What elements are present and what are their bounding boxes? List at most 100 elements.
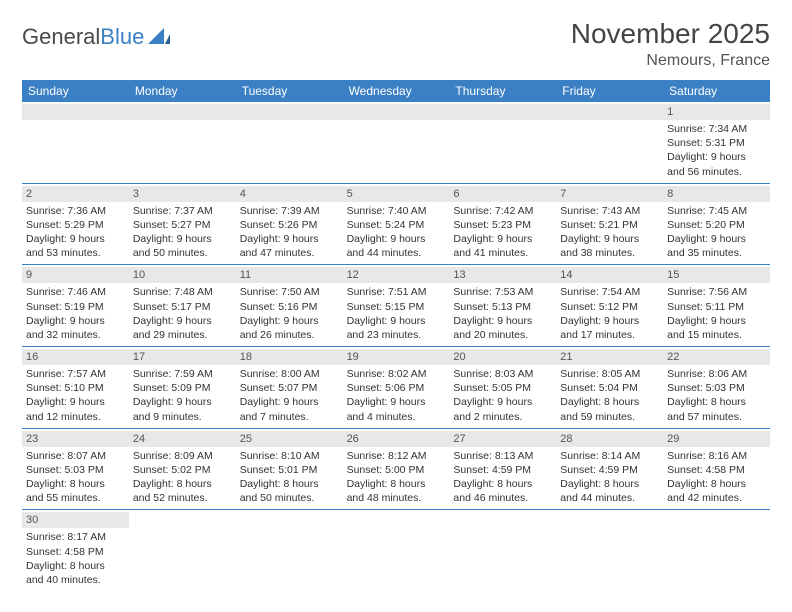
day-cell: 3Sunrise: 7:37 AMSunset: 5:27 PMDaylight… xyxy=(129,184,236,265)
day-number: 26 xyxy=(343,431,450,447)
sunrise-text: Sunrise: 8:12 AM xyxy=(347,449,446,463)
day-info: Sunrise: 8:17 AMSunset: 4:58 PMDaylight:… xyxy=(26,530,125,587)
day-cell: 26 Sunrise: 8:12 AMSunset: 5:00 PMDayligh… xyxy=(343,429,450,510)
day-number: 15 xyxy=(663,267,770,283)
sunset-text: Sunset: 4:58 PM xyxy=(667,463,766,477)
sunset-text: Sunset: 5:02 PM xyxy=(133,463,232,477)
sunset-text: Sunset: 5:31 PM xyxy=(667,136,766,150)
weeks-container: 1Sunrise: 7:34 AMSunset: 5:31 PMDaylight… xyxy=(22,102,770,591)
day-info: Sunrise: 7:42 AMSunset: 5:23 PMDaylight:… xyxy=(453,204,552,261)
day-cell: 11Sunrise: 7:50 AMSunset: 5:16 PMDayligh… xyxy=(236,265,343,346)
day-info: Sunrise: 7:34 AMSunset: 5:31 PMDaylight:… xyxy=(667,122,766,179)
day-of-week-header: Thursday xyxy=(449,80,556,102)
days-of-week-row: SundayMondayTuesdayWednesdayThursdayFrid… xyxy=(22,80,770,102)
day-number: 19 xyxy=(343,349,450,365)
day-number: 9 xyxy=(22,267,129,283)
sunset-text: Sunset: 5:09 PM xyxy=(133,381,232,395)
daylight-text: Daylight: 9 hours and 15 minutes. xyxy=(667,314,766,342)
day-info: Sunrise: 8:14 AMSunset: 4:59 PMDaylight:… xyxy=(560,449,659,506)
day-cell: 29 Sunrise: 8:16 AMSunset: 4:58 PMDayligh… xyxy=(663,429,770,510)
day-number xyxy=(129,104,236,120)
sunrise-text: Sunrise: 7:39 AM xyxy=(240,204,339,218)
daylight-text: Daylight: 9 hours and 29 minutes. xyxy=(133,314,232,342)
day-cell: 17Sunrise: 7:59 AMSunset: 5:09 PMDayligh… xyxy=(129,347,236,428)
day-info: Sunrise: 8:16 AMSunset: 4:58 PMDaylight:… xyxy=(667,449,766,506)
week-row: 23 Sunrise: 8:07 AMSunset: 5:03 PMDayligh… xyxy=(22,429,770,511)
day-cell: 20Sunrise: 8:03 AMSunset: 5:05 PMDayligh… xyxy=(449,347,556,428)
daylight-text: Daylight: 9 hours and 12 minutes. xyxy=(26,395,125,423)
daylight-text: Daylight: 9 hours and 56 minutes. xyxy=(667,150,766,178)
daylight-text: Daylight: 9 hours and 35 minutes. xyxy=(667,232,766,260)
daylight-text: Daylight: 9 hours and 7 minutes. xyxy=(240,395,339,423)
sunrise-text: Sunrise: 7:37 AM xyxy=(133,204,232,218)
week-row: 16Sunrise: 7:57 AMSunset: 5:10 PMDayligh… xyxy=(22,347,770,429)
day-number: 13 xyxy=(449,267,556,283)
day-number: 22 xyxy=(663,349,770,365)
daylight-text: Daylight: 9 hours and 20 minutes. xyxy=(453,314,552,342)
day-cell: 18Sunrise: 8:00 AMSunset: 5:07 PMDayligh… xyxy=(236,347,343,428)
day-info: Sunrise: 8:07 AMSunset: 5:03 PMDaylight:… xyxy=(26,449,125,506)
day-number xyxy=(236,104,343,120)
day-cell: 30Sunrise: 8:17 AMSunset: 4:58 PMDayligh… xyxy=(22,510,129,591)
location: Nemours, France xyxy=(571,52,770,70)
sunset-text: Sunset: 5:19 PM xyxy=(26,300,125,314)
sunset-text: Sunset: 5:01 PM xyxy=(240,463,339,477)
sunset-text: Sunset: 5:03 PM xyxy=(667,381,766,395)
sunset-text: Sunset: 5:15 PM xyxy=(347,300,446,314)
day-cell: 8 Sunrise: 7:45 AMSunset: 5:20 PMDaylight… xyxy=(663,184,770,265)
day-cell: 12Sunrise: 7:51 AMSunset: 5:15 PMDayligh… xyxy=(343,265,450,346)
daylight-text: Daylight: 9 hours and 26 minutes. xyxy=(240,314,339,342)
sunset-text: Sunset: 5:16 PM xyxy=(240,300,339,314)
sunrise-text: Sunrise: 7:51 AM xyxy=(347,285,446,299)
title-block: November 2025 Nemours, France xyxy=(571,18,770,70)
day-number: 16 xyxy=(22,349,129,365)
day-number: 14 xyxy=(556,267,663,283)
sunset-text: Sunset: 5:13 PM xyxy=(453,300,552,314)
day-info: Sunrise: 7:48 AMSunset: 5:17 PMDaylight:… xyxy=(133,285,232,342)
daylight-text: Daylight: 8 hours and 57 minutes. xyxy=(667,395,766,423)
sunrise-text: Sunrise: 7:46 AM xyxy=(26,285,125,299)
day-info: Sunrise: 7:54 AMSunset: 5:12 PMDaylight:… xyxy=(560,285,659,342)
sunrise-text: Sunrise: 8:02 AM xyxy=(347,367,446,381)
logo-text-2: Blue xyxy=(100,24,144,50)
sunset-text: Sunset: 5:11 PM xyxy=(667,300,766,314)
sunrise-text: Sunrise: 8:17 AM xyxy=(26,530,125,544)
sunset-text: Sunset: 4:59 PM xyxy=(560,463,659,477)
sunset-text: Sunset: 5:17 PM xyxy=(133,300,232,314)
day-number: 23 xyxy=(22,431,129,447)
day-info: Sunrise: 7:36 AMSunset: 5:29 PMDaylight:… xyxy=(26,204,125,261)
header: GeneralBlue November 2025 Nemours, Franc… xyxy=(22,18,770,70)
sunrise-text: Sunrise: 7:40 AM xyxy=(347,204,446,218)
sunset-text: Sunset: 5:26 PM xyxy=(240,218,339,232)
sunset-text: Sunset: 5:23 PM xyxy=(453,218,552,232)
day-cell: 22Sunrise: 8:06 AMSunset: 5:03 PMDayligh… xyxy=(663,347,770,428)
day-number xyxy=(449,104,556,120)
day-of-week-header: Saturday xyxy=(663,80,770,102)
day-number: 29 xyxy=(663,431,770,447)
daylight-text: Daylight: 8 hours and 50 minutes. xyxy=(240,477,339,505)
daylight-text: Daylight: 9 hours and 23 minutes. xyxy=(347,314,446,342)
day-info: Sunrise: 7:45 AMSunset: 5:20 PMDaylight:… xyxy=(667,204,766,261)
sunset-text: Sunset: 5:03 PM xyxy=(26,463,125,477)
day-cell xyxy=(129,510,236,591)
sunrise-text: Sunrise: 7:34 AM xyxy=(667,122,766,136)
daylight-text: Daylight: 9 hours and 17 minutes. xyxy=(560,314,659,342)
day-number: 8 xyxy=(663,186,770,202)
day-cell xyxy=(449,102,556,183)
day-info: Sunrise: 8:00 AMSunset: 5:07 PMDaylight:… xyxy=(240,367,339,424)
sunrise-text: Sunrise: 7:53 AM xyxy=(453,285,552,299)
day-number: 24 xyxy=(129,431,236,447)
day-info: Sunrise: 8:12 AMSunset: 5:00 PMDaylight:… xyxy=(347,449,446,506)
daylight-text: Daylight: 8 hours and 46 minutes. xyxy=(453,477,552,505)
sunrise-text: Sunrise: 8:13 AM xyxy=(453,449,552,463)
day-number: 6 xyxy=(449,186,556,202)
sunset-text: Sunset: 5:06 PM xyxy=(347,381,446,395)
day-info: Sunrise: 8:10 AMSunset: 5:01 PMDaylight:… xyxy=(240,449,339,506)
daylight-text: Daylight: 8 hours and 55 minutes. xyxy=(26,477,125,505)
daylight-text: Daylight: 9 hours and 53 minutes. xyxy=(26,232,125,260)
day-info: Sunrise: 7:50 AMSunset: 5:16 PMDaylight:… xyxy=(240,285,339,342)
day-cell: 23 Sunrise: 8:07 AMSunset: 5:03 PMDayligh… xyxy=(22,429,129,510)
day-cell: 5Sunrise: 7:40 AMSunset: 5:24 PMDaylight… xyxy=(343,184,450,265)
sunrise-text: Sunrise: 8:10 AM xyxy=(240,449,339,463)
day-cell xyxy=(343,102,450,183)
